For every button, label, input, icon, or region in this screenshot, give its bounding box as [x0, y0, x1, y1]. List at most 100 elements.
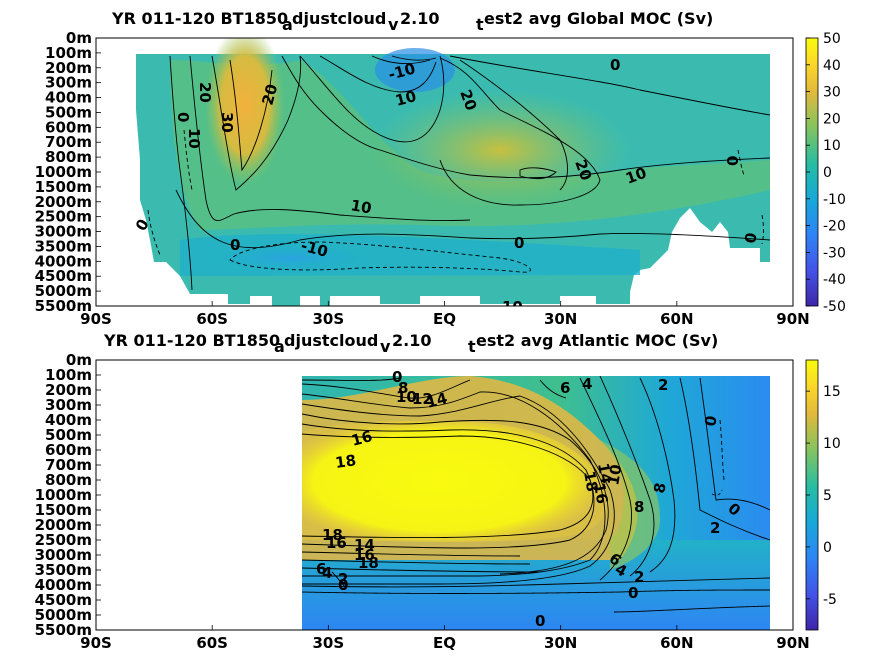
global-x-axis: 90S 60S 30S EQ 30N 60N 90N	[80, 301, 810, 328]
colorbar-tick-label: -50	[823, 299, 846, 315]
y-tick-label: 100m	[45, 44, 92, 62]
contour-label: 4	[322, 564, 332, 582]
atlantic-x-axis: 90S 60S 30S EQ 30N 60N 90N	[80, 625, 810, 652]
x-tick-label: 60S	[196, 634, 228, 652]
contour-label: 12	[412, 390, 433, 408]
contour-label: 0	[338, 576, 348, 594]
atlantic-y-axis: 0m100m200m300m400m500m600m700m800m1000m1…	[35, 351, 101, 639]
global-negative-cell	[198, 242, 382, 274]
contour-label: 20	[258, 82, 281, 107]
y-tick-label: 4000m	[35, 576, 92, 594]
y-tick-label: 500m	[45, 426, 92, 444]
y-tick-label: 3000m	[35, 546, 92, 564]
contour-label: 6	[560, 379, 570, 397]
title-sub-t: t	[468, 337, 476, 356]
atlantic-green-edge	[600, 440, 660, 570]
y-tick-label: 600m	[45, 118, 92, 136]
title-sub-v: v	[388, 15, 399, 34]
y-tick-label: 2000m	[35, 516, 92, 534]
y-tick-label: 800m	[45, 148, 92, 166]
y-tick-label: 2000m	[35, 193, 92, 211]
colorbar-tick-label: 5	[823, 488, 832, 504]
contour-label: 8	[634, 498, 644, 516]
x-tick-label: 30S	[312, 310, 344, 328]
x-tick-label: EQ	[433, 310, 456, 328]
contour-label: 6	[316, 560, 326, 578]
global-y-axis: 0m100m200m300m400m500m600m700m800m1000m1…	[35, 29, 101, 315]
contour-label: 0	[392, 368, 402, 386]
title-sub-a: a	[282, 15, 293, 34]
atlantic-moc-panel: YR 011-120 BT1850 a djustcloud v 2.10 t …	[35, 331, 841, 652]
global-colorbar: 50 40 30 20 10 0 -10 -20 -30 -40 -50	[805, 31, 846, 315]
title-sub-a: a	[274, 337, 285, 356]
y-tick-label: 4500m	[35, 267, 92, 285]
y-tick-label: 5000m	[35, 282, 92, 300]
contour-label: 18	[580, 470, 601, 494]
y-tick-label: 3500m	[35, 237, 92, 255]
chart-title-global: YR 011-120 BT1850 a djustcloud v 2.10 t …	[111, 9, 713, 34]
x-tick-label: 90S	[80, 634, 112, 652]
colorbar-tick-label: 20	[823, 111, 841, 127]
contour-label: 20	[196, 82, 214, 103]
title-part-2: djustcloud	[284, 331, 378, 350]
chart-title-atlantic: YR 011-120 BT1850 a djustcloud v 2.10 t …	[103, 331, 718, 356]
y-tick-label: 700m	[45, 456, 92, 474]
y-tick-label: 300m	[45, 74, 92, 92]
y-tick-label: 1000m	[35, 486, 92, 504]
global-contour-labels: -10 0 10 20 0 10 30 20 10 20 20 10 0 0 -…	[132, 56, 761, 306]
contour-label: 0	[514, 234, 524, 252]
colorbar-tick-label: 0	[823, 540, 832, 556]
contour-label: 8	[398, 379, 408, 397]
y-tick-label: 2500m	[35, 531, 92, 549]
contour-label: 0	[174, 112, 192, 122]
y-tick-label: 3000m	[35, 223, 92, 241]
contour-label: 0	[230, 236, 240, 254]
colorbar-tick-label: -30	[823, 245, 846, 261]
contour-label: 16	[590, 482, 611, 506]
global-positive-cell	[205, 38, 285, 185]
y-tick-label: 0m	[66, 29, 92, 47]
contour-label: 14	[354, 536, 375, 554]
y-tick-label: 2500m	[35, 208, 92, 226]
atlantic-yellow-core	[302, 421, 607, 542]
y-tick-label: 1000m	[35, 163, 92, 181]
contour-label: 0	[628, 584, 638, 602]
y-tick-label: 5000m	[35, 606, 92, 624]
global-contours	[147, 55, 771, 291]
contour-label: 2	[658, 376, 668, 394]
y-tick-label: 800m	[45, 471, 92, 489]
y-tick-label: 600m	[45, 441, 92, 459]
contour-label: 2	[634, 568, 644, 586]
global-moc-panel: YR 011-120 BT1850 a djustcloud v 2.10 t …	[35, 9, 846, 328]
x-tick-label: 90N	[776, 310, 809, 328]
y-tick-label: 1500m	[35, 501, 92, 519]
title-part-2: djustcloud	[292, 9, 386, 28]
colorbar-tick-label: -10	[823, 192, 846, 208]
contour-label: 0	[535, 612, 545, 630]
title-part-1: YR 011-120 BT1850	[103, 331, 280, 350]
colorbar-tick-label: -5	[823, 592, 837, 608]
global-colorbar-ticks: 50 40 30 20 10 0 -10 -20 -30 -40 -50	[806, 31, 846, 315]
contour-label: 4	[582, 375, 592, 393]
x-tick-label: EQ	[433, 634, 456, 652]
y-tick-label: 5500m	[35, 297, 92, 315]
contour-label: 14	[424, 389, 449, 412]
x-tick-label: 90S	[80, 310, 112, 328]
colorbar-tick-label: 10	[823, 436, 841, 452]
y-tick-label: 200m	[45, 59, 92, 77]
atlantic-colorbar: 15 10 5 0 -5	[805, 359, 841, 631]
contour-label: 18	[322, 526, 343, 544]
x-tick-label: 60N	[660, 634, 693, 652]
y-tick-label: 0m	[66, 351, 92, 369]
colorbar-tick-label: 0	[823, 165, 832, 181]
x-tick-label: 30N	[544, 310, 577, 328]
contour-label: 16	[349, 427, 374, 450]
colorbar-tick-label: 10	[823, 138, 841, 154]
y-tick-label: 4000m	[35, 252, 92, 270]
atlantic-contours	[301, 375, 771, 613]
contour-label: 18	[334, 451, 357, 472]
y-tick-label: 300m	[45, 396, 92, 414]
title-sub-t: t	[476, 15, 484, 34]
colorbar-tick-label: 40	[823, 58, 841, 74]
